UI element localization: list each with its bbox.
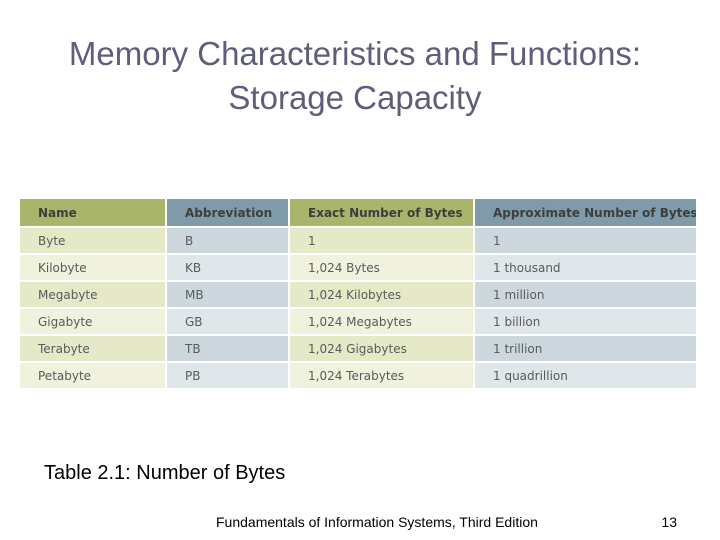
- table-row: Gigabyte GB 1,024 Megabytes 1 billion: [18, 307, 698, 336]
- table-row: Terabyte TB 1,024 Gigabytes 1 trillion: [18, 334, 698, 363]
- cell-name: Gigabyte: [18, 307, 167, 336]
- cell-exact-bytes: 1,024 Megabytes: [288, 307, 475, 336]
- slide-title: Memory Characteristics and Functions: St…: [0, 32, 710, 120]
- cell-name: Byte: [18, 226, 167, 255]
- table-row: Petabyte PB 1,024 Terabytes 1 quadrillio…: [18, 361, 698, 390]
- cell-approximate-bytes: 1 trillion: [473, 334, 698, 363]
- cell-name: Petabyte: [18, 361, 167, 390]
- cell-abbreviation: B: [165, 226, 290, 255]
- header-abbreviation: Abbreviation: [165, 197, 290, 228]
- cell-abbreviation: PB: [165, 361, 290, 390]
- slide-footer: Fundamentals of Information Systems, Thi…: [216, 514, 538, 530]
- cell-exact-bytes: 1,024 Terabytes: [288, 361, 475, 390]
- page-number: 13: [661, 514, 677, 530]
- cell-abbreviation: KB: [165, 253, 290, 282]
- header-name: Name: [18, 197, 167, 228]
- cell-name: Terabyte: [18, 334, 167, 363]
- cell-exact-bytes: 1,024 Bytes: [288, 253, 475, 282]
- cell-approximate-bytes: 1 million: [473, 280, 698, 309]
- table-caption: Table 2.1: Number of Bytes: [44, 462, 286, 484]
- slide-title-line-2: Storage Capacity: [228, 79, 482, 116]
- cell-approximate-bytes: 1: [473, 226, 698, 255]
- table-header-row: Name Abbreviation Exact Number of Bytes …: [18, 197, 698, 228]
- cell-approximate-bytes: 1 billion: [473, 307, 698, 336]
- cell-exact-bytes: 1,024 Kilobytes: [288, 280, 475, 309]
- cell-abbreviation: GB: [165, 307, 290, 336]
- cell-exact-bytes: 1,024 Gigabytes: [288, 334, 475, 363]
- cell-name: Megabyte: [18, 280, 167, 309]
- cell-abbreviation: MB: [165, 280, 290, 309]
- table-row: Kilobyte KB 1,024 Bytes 1 thousand: [18, 253, 698, 282]
- header-approximate-bytes: Approximate Number of Bytes: [473, 197, 698, 228]
- slide-title-line-1: Memory Characteristics and Functions:: [68, 35, 642, 72]
- cell-name: Kilobyte: [18, 253, 167, 282]
- header-exact-bytes: Exact Number of Bytes: [288, 197, 475, 228]
- table-row: Megabyte MB 1,024 Kilobytes 1 million: [18, 280, 698, 309]
- table-row: Byte B 1 1: [18, 226, 698, 255]
- cell-exact-bytes: 1: [288, 226, 475, 255]
- cell-approximate-bytes: 1 quadrillion: [473, 361, 698, 390]
- cell-approximate-bytes: 1 thousand: [473, 253, 698, 282]
- cell-abbreviation: TB: [165, 334, 290, 363]
- bytes-table: Name Abbreviation Exact Number of Bytes …: [18, 197, 698, 390]
